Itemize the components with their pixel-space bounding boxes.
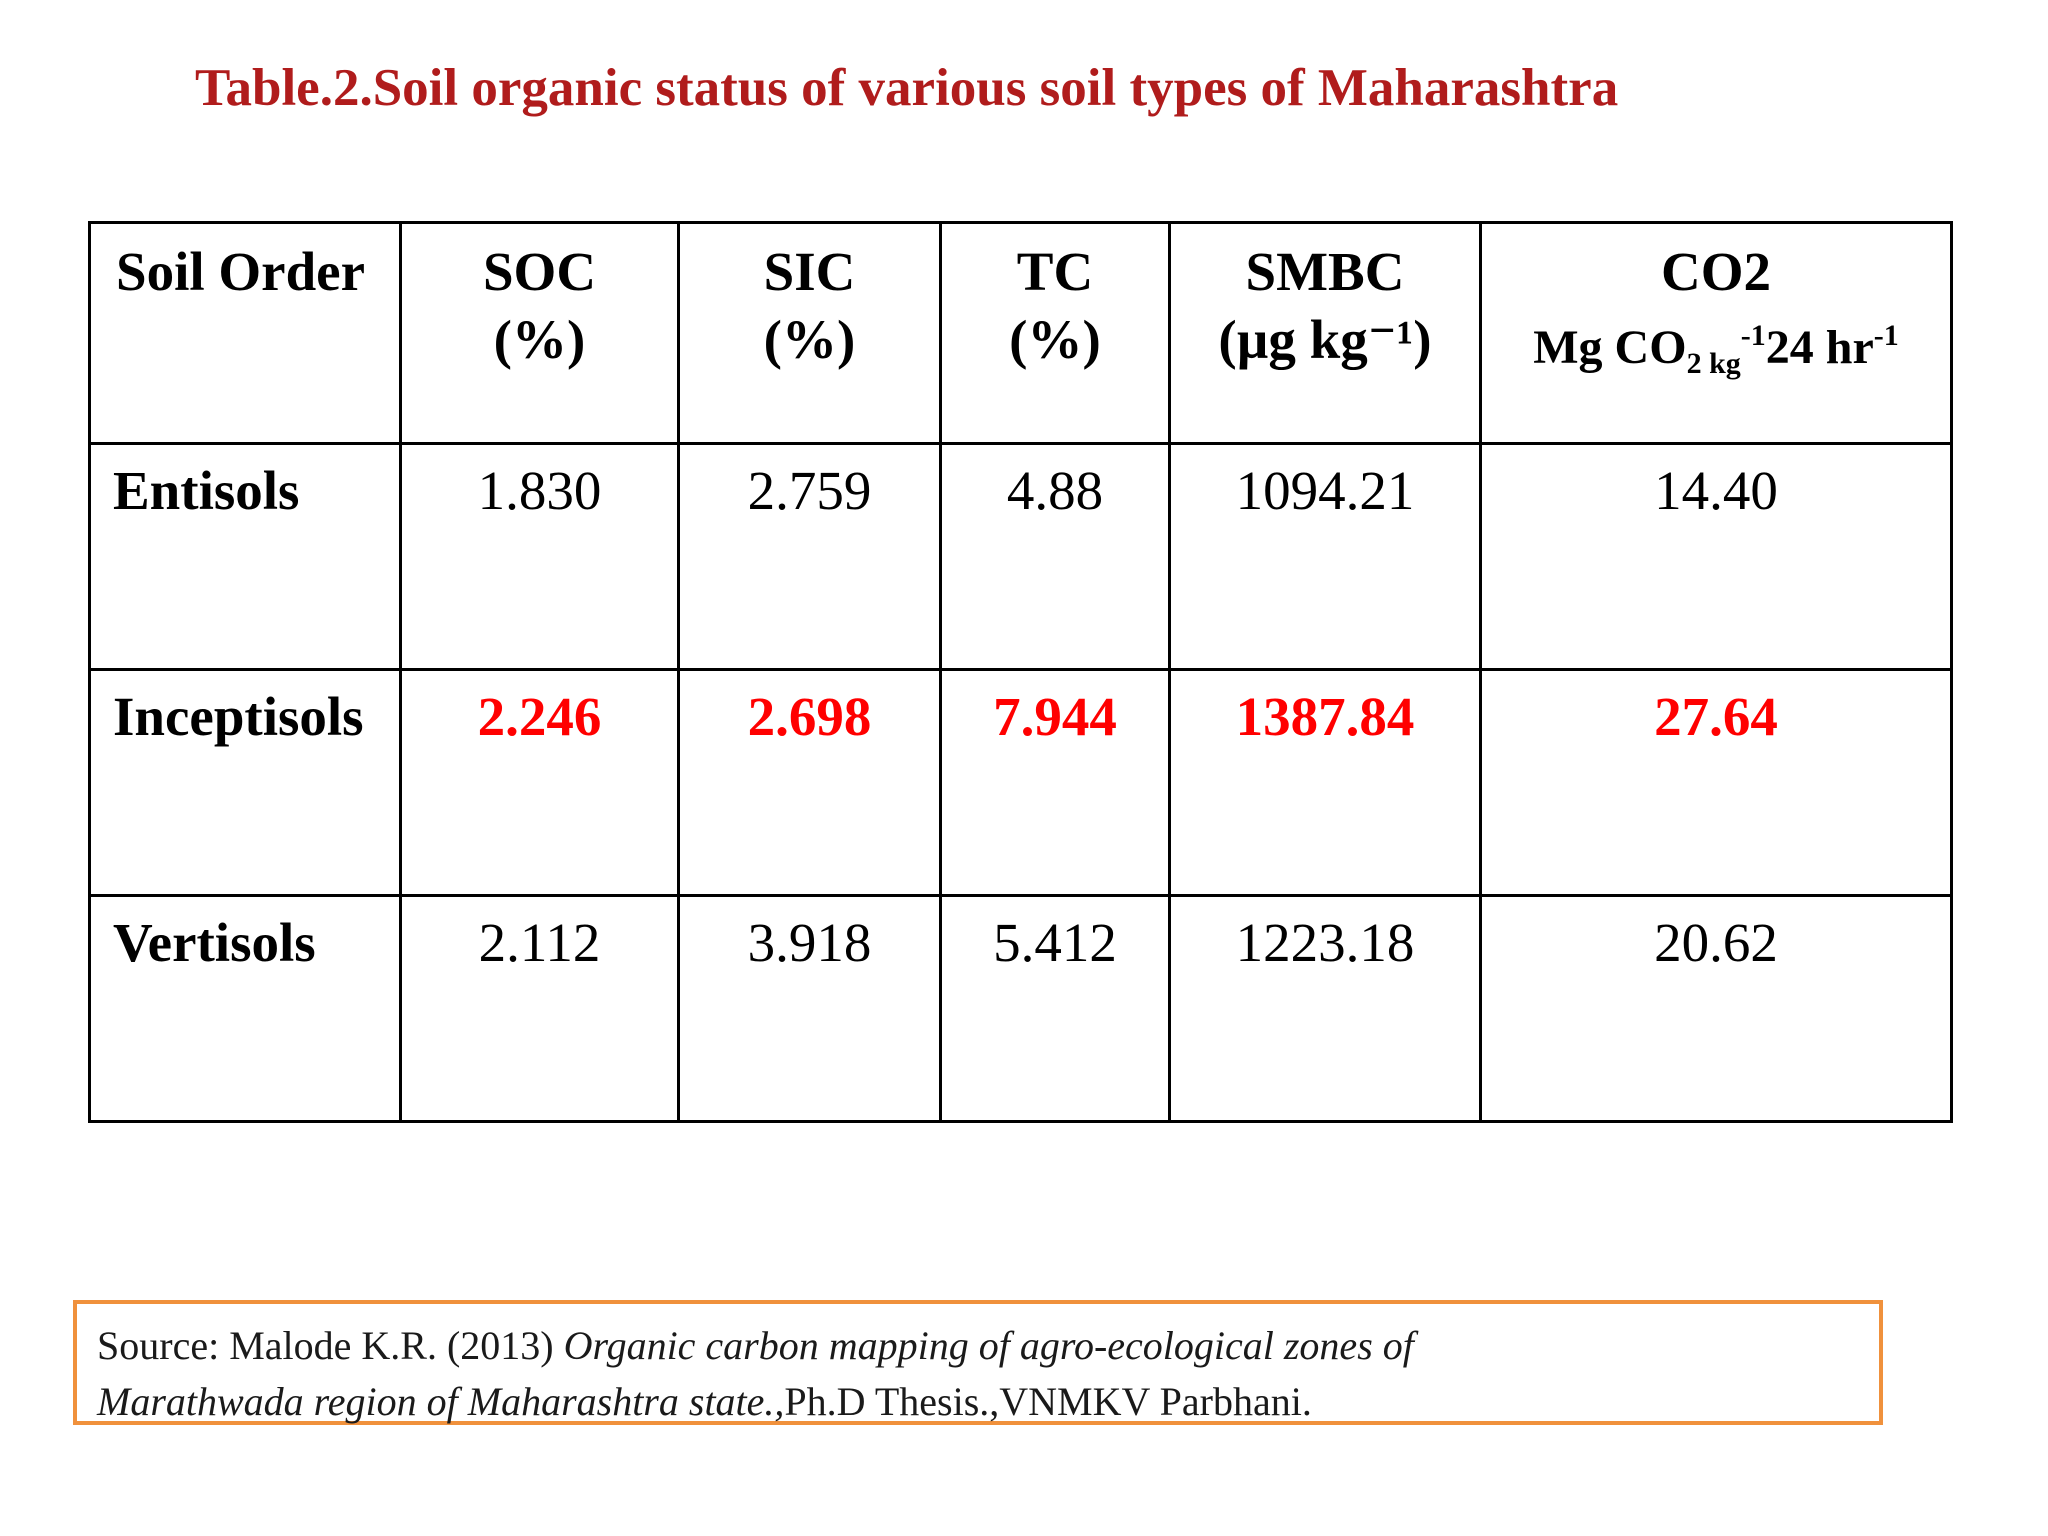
table-row: Inceptisols 2.246 2.698 7.944 1387.84 27.64 [88,668,1953,897]
table-cell: 1387.84 [1168,668,1482,897]
table-cell: 20.62 [1479,894,1953,1123]
header-sic: SIC (%) [677,221,942,445]
header-tc: TC (%) [939,221,1171,445]
row-label-entisols: Entisols [88,442,402,671]
slide-title: Table.2.Soil organic status of various s… [195,59,1619,117]
table-cell: 2.698 [677,668,942,897]
row-label-vertisols: Vertisols [88,894,402,1123]
table-cell: 5.412 [939,894,1171,1123]
table-row: Entisols 1.830 2.759 4.88 1094.21 14.40 [88,442,1953,671]
source-suffix: Ph.D Thesis.,VNMKV Parbhani. [784,1379,1312,1424]
table-cell: 2.112 [399,894,680,1123]
table-cell: 27.64 [1479,668,1953,897]
table-cell: 3.918 [677,894,942,1123]
source-citation: Source: Malode K.R. (2013) Organic carbo… [73,1300,1883,1425]
table-row: Vertisols 2.112 3.918 5.412 1223.18 20.62 [88,894,1953,1123]
table-cell: 1223.18 [1168,894,1482,1123]
co2-unit-text: Mg CO2 kg-124 hr-1 [1533,319,1899,380]
table-cell: 2.759 [677,442,942,671]
table-header-row: Soil Order SOC (%) SIC (%) TC (%) SMBC (… [88,221,1953,445]
header-smbc: SMBC (µg kg⁻¹) [1168,221,1482,445]
source-title-line1: Organic carbon mapping of agro-ecologica… [563,1323,1414,1368]
source-prefix: Source: Malode K.R. (2013) [97,1323,564,1368]
table-cell: 1094.21 [1168,442,1482,671]
source-title-line2: Marathwada region of Maharashtra state., [97,1379,785,1424]
table-cell: 2.246 [399,668,680,897]
row-label-inceptisols: Inceptisols [88,668,402,897]
header-soil-order: Soil Order [88,221,402,445]
table-cell: 4.88 [939,442,1171,671]
soil-data-table: Soil Order SOC (%) SIC (%) TC (%) SMBC (… [88,221,1953,1123]
table-cell: 7.944 [939,668,1171,897]
header-co2: CO2 Mg CO2 kg-124 hr-1 [1479,221,1953,445]
header-soc: SOC (%) [399,221,680,445]
table-cell: 14.40 [1479,442,1953,671]
table-cell: 1.830 [399,442,680,671]
